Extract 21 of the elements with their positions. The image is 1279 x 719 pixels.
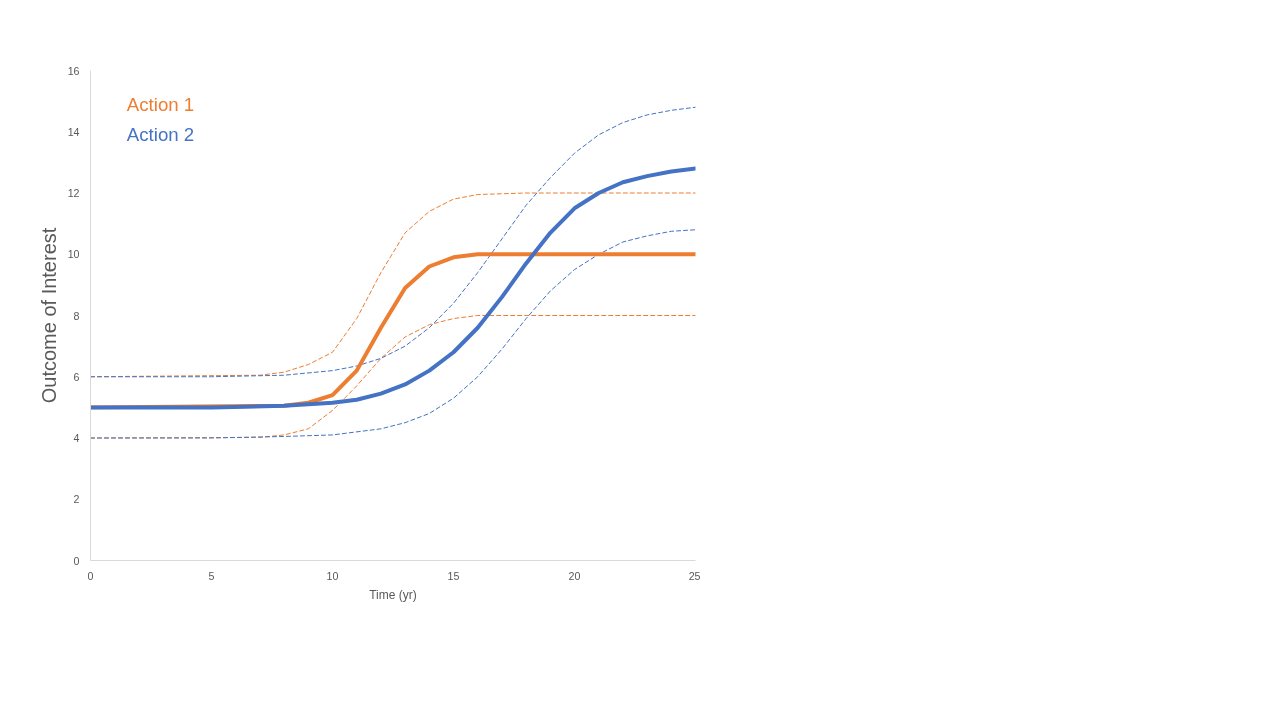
y-tick-label: 10 [67, 248, 80, 261]
y-tick-label: 4 [73, 432, 80, 444]
x-axis-title: Time (yr) [369, 587, 417, 602]
line-series [90, 166, 696, 410]
x-tick-label: 0 [87, 569, 94, 582]
line-series [90, 229, 696, 439]
y-tick-label: 0 [73, 554, 80, 567]
text: Action 2 [126, 123, 195, 145]
x-tick-label: 25 [688, 569, 701, 582]
text: Action 1 [126, 94, 195, 116]
x-tick-label: 15 [447, 569, 460, 582]
y-tick-label: 12 [67, 187, 80, 199]
y-tick-label: 14 [67, 125, 80, 138]
y-tick-label: 16 [67, 64, 80, 77]
y-tick-label: 8 [73, 309, 80, 322]
y-axis-title: Outcome of Interest [37, 227, 60, 404]
y-tick-label: 6 [73, 370, 80, 383]
x-tick-label: 10 [326, 569, 339, 582]
y-tick-label: 2 [73, 493, 80, 506]
x-tick-label: 20 [568, 569, 581, 582]
x-tick-label: 5 [208, 569, 215, 582]
